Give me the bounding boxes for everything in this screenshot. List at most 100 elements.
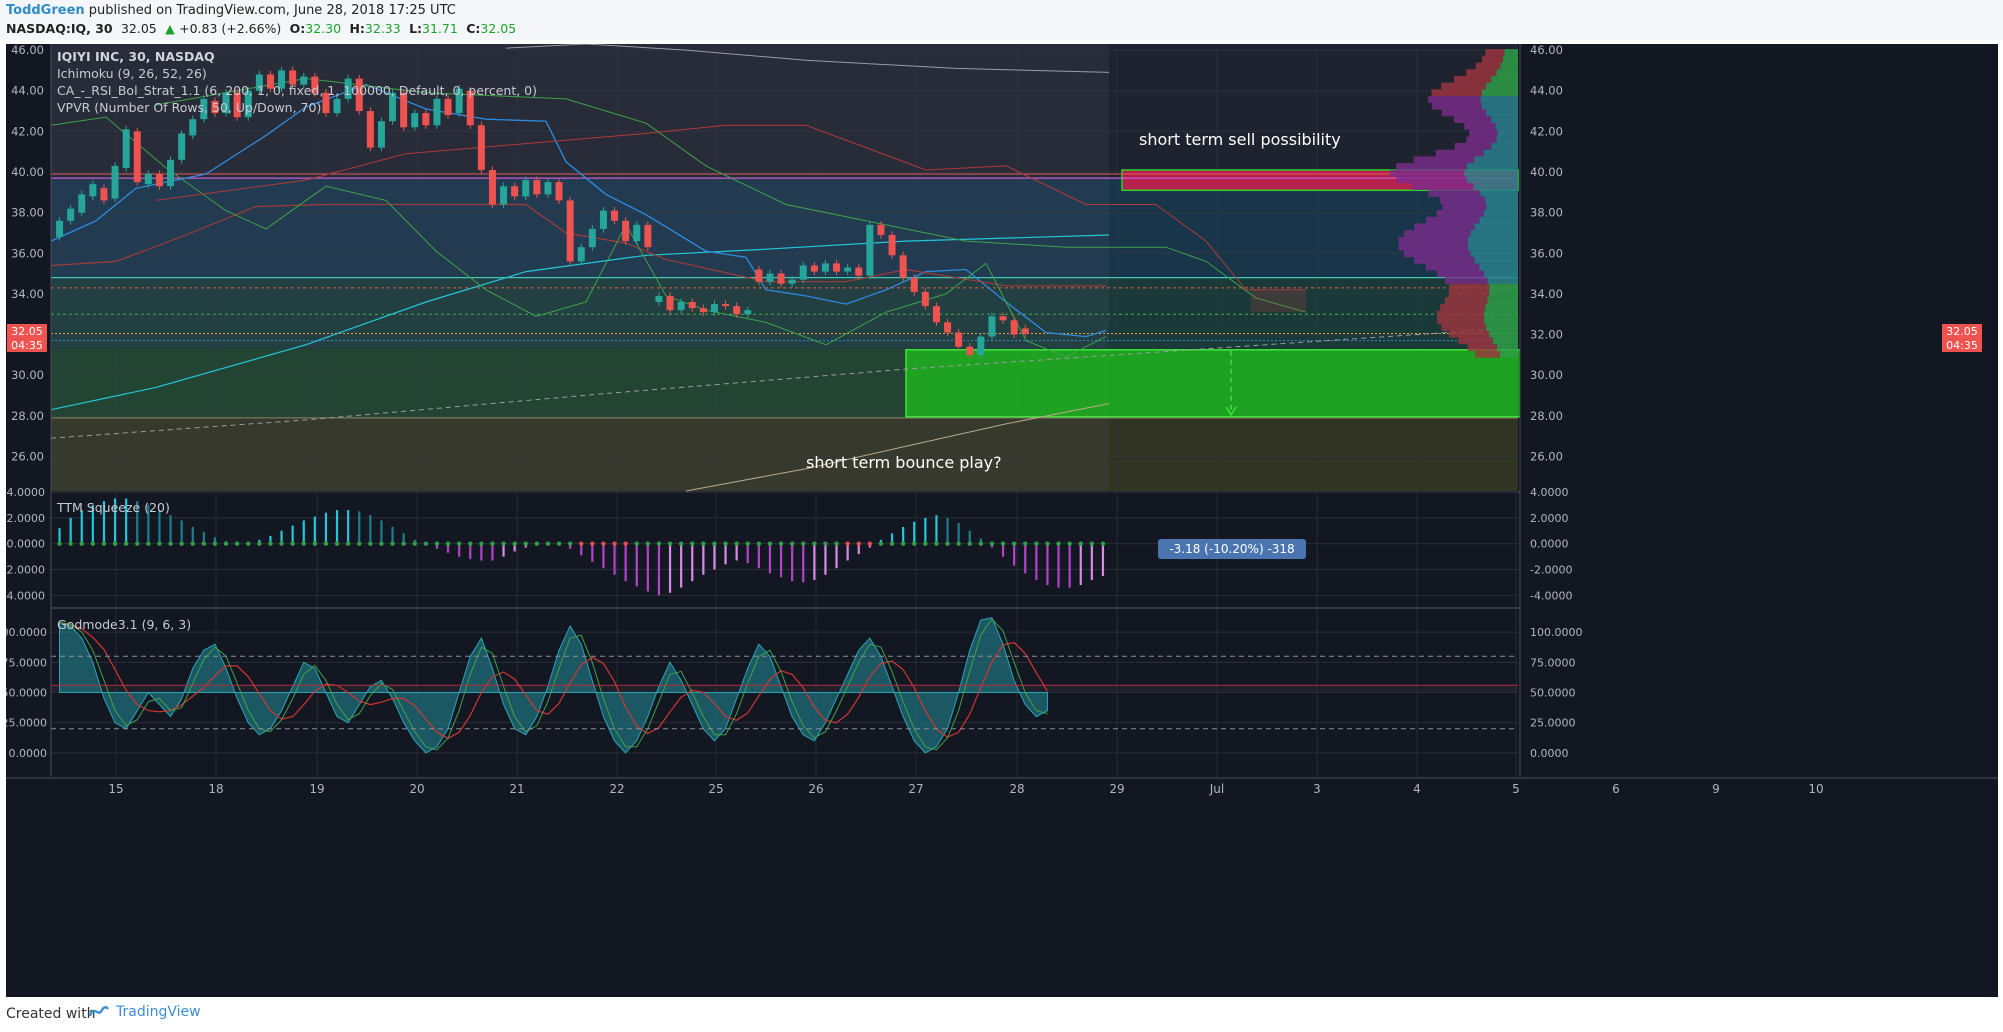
- candle-body: [411, 113, 419, 128]
- legend-vpvr[interactable]: VPVR (Number Of Rows, 50, Up/Down, 70): [57, 100, 321, 115]
- candle-body: [522, 180, 530, 197]
- legend-ichimoku[interactable]: Ichimoku (9, 26, 52, 26): [57, 66, 207, 81]
- vp-row-down: [1431, 89, 1482, 97]
- vp-row-down: [1445, 277, 1488, 284]
- vp-row-up: [1483, 310, 1518, 318]
- candle-body: [366, 111, 374, 148]
- vp-row-up: [1473, 183, 1518, 191]
- annotation-sell[interactable]: short term sell possibility: [1139, 130, 1341, 149]
- squeeze-dot: [512, 541, 517, 546]
- vp-row-up: [1485, 82, 1518, 90]
- ttm-tick-right: -4.0000: [1530, 589, 1572, 602]
- y-tick-left: 28.00: [11, 409, 44, 423]
- annotation-bounce[interactable]: short term bounce play?: [806, 453, 1002, 472]
- squeeze-dot: [423, 541, 429, 546]
- vp-row-down: [1469, 129, 1498, 137]
- publish-header: ToddGreen published on TradingView.com, …: [0, 0, 2003, 40]
- y-tick-right: 44.00: [1530, 84, 1563, 98]
- candle-body: [500, 186, 508, 205]
- senkou-a-line: [155, 77, 1307, 313]
- god-tick-left: 75.0000: [6, 656, 47, 669]
- squeeze-dot: [112, 541, 118, 546]
- squeeze-dot: [645, 541, 651, 546]
- candle-body: [644, 224, 652, 248]
- vp-row-down: [1466, 69, 1497, 77]
- squeeze-dot: [212, 541, 218, 546]
- candle-body: [56, 220, 64, 238]
- candle-body: [766, 273, 774, 282]
- measure-label[interactable]: -3.18 (-10.20%) -318: [1158, 539, 1306, 559]
- squeeze-dot: [534, 541, 540, 546]
- vp-row-down: [1428, 189, 1481, 197]
- change-up-icon: ▲: [165, 21, 175, 36]
- squeeze-dot: [468, 541, 473, 546]
- cloud-tail: [1251, 289, 1306, 313]
- vp-row-up: [1483, 210, 1518, 217]
- squeeze-dot: [157, 541, 162, 546]
- legend-godmode[interactable]: Godmode3.1 (9, 6, 3): [57, 617, 191, 632]
- vp-row-down: [1398, 243, 1468, 251]
- vp-row-up: [1485, 303, 1518, 311]
- squeeze-dot: [945, 541, 950, 546]
- candle-body: [577, 247, 585, 262]
- vp-row-up: [1487, 297, 1518, 305]
- vp-row-down: [1485, 49, 1505, 56]
- chart-svg[interactable]: 26.00 26.00 28.00 28.00 30.00 30.00 32.00 3 2.00…: [0, 43, 1998, 997]
- ttm-tick-right: -2.0000: [1530, 564, 1572, 577]
- y-tick-right: 46.00: [1530, 44, 1563, 57]
- squeeze-dot: [923, 541, 928, 546]
- godmode-lines: [51, 617, 1518, 754]
- candle-body: [266, 74, 274, 89]
- vp-row-up: [1474, 256, 1518, 264]
- legend-ttm[interactable]: TTM Squeeze (20): [56, 500, 170, 515]
- squeeze-dot: [989, 541, 995, 546]
- trend-dashed-line: [50, 328, 1507, 439]
- squeeze-dot: [1034, 541, 1039, 546]
- squeeze-dot: [623, 541, 628, 546]
- squeeze-dot: [1023, 541, 1028, 546]
- candle-body: [444, 98, 452, 116]
- chart-area[interactable]: 26.00 26.00 28.00 28.00 30.00 30.00 32.00 3 2.00…: [0, 43, 1998, 997]
- vp-row-up: [1467, 236, 1518, 244]
- candle-body: [821, 263, 829, 272]
- squeeze-dot: [590, 541, 595, 546]
- candle-body: [655, 295, 663, 303]
- godmode-midband: [51, 685, 1518, 693]
- ma200-line: [50, 234, 1110, 411]
- ttm-tick-right: 4.0000: [1530, 486, 1569, 499]
- x-tick-label: 15: [108, 782, 123, 796]
- candle-body: [633, 224, 641, 242]
- author-link[interactable]: ToddGreen: [6, 3, 85, 18]
- vp-row-up: [1488, 290, 1518, 298]
- candle-body: [955, 332, 963, 347]
- candle-body: [866, 224, 874, 276]
- squeeze-dot: [612, 541, 617, 546]
- tenkan-line: [50, 83, 1107, 338]
- squeeze-dot: [101, 541, 107, 546]
- vp-row-down: [1411, 183, 1474, 191]
- squeeze-dot: [845, 541, 850, 546]
- vp-row-down: [1436, 310, 1484, 318]
- candle-body: [910, 277, 918, 292]
- right-price-badge: [1942, 324, 1982, 338]
- squeeze-dot: [90, 541, 96, 546]
- squeeze-dot: [146, 541, 151, 546]
- candle-body: [833, 263, 841, 272]
- squeeze-dot: [323, 541, 329, 546]
- candle-body: [755, 269, 763, 282]
- squeeze-dot: [601, 541, 606, 546]
- x-tick-label: 18: [208, 782, 223, 796]
- candle-body: [988, 316, 996, 337]
- squeeze-dot: [1067, 541, 1072, 546]
- high-label: H:: [349, 21, 365, 36]
- y-tick-left: 46.00: [11, 44, 44, 57]
- candle-body: [932, 306, 940, 323]
- ttm-tick-left: 2.0000: [7, 512, 46, 525]
- open-value: 32.30: [305, 21, 342, 36]
- vp-row-up: [1479, 216, 1518, 224]
- vp-row-down: [1440, 303, 1486, 311]
- tradingview-link[interactable]: TradingView: [88, 1004, 201, 1020]
- god-tick-right: 100.0000: [1530, 626, 1583, 639]
- candle-body: [477, 125, 485, 170]
- legend-strategy[interactable]: CA_-_RSI_Bol_Strat_1.1 (6, 200, 1, 0, fi…: [57, 83, 537, 98]
